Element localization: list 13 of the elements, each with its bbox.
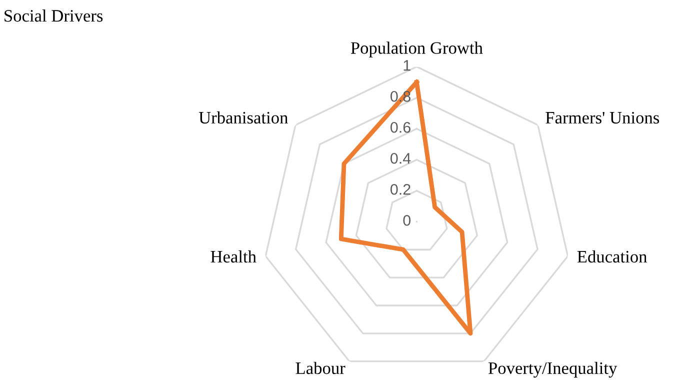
y-tick-label: 0.2 xyxy=(390,184,410,195)
spoke-label: Labour xyxy=(296,362,346,374)
spoke-label: Population Growth xyxy=(350,42,483,58)
spoke-label: Poverty/Inequality xyxy=(488,362,618,378)
y-tick-label: 0.6 xyxy=(390,122,410,133)
spoke-label: Farmers' Unions xyxy=(546,112,660,124)
y-tick-label: 1 xyxy=(404,60,410,71)
spoke-label: Education xyxy=(577,250,647,263)
y-tick-label: 0 xyxy=(403,214,411,226)
y-tick-label: 0.4 xyxy=(390,152,411,164)
text: Social Drivers xyxy=(4,10,103,22)
spoke-label: Urbanisation xyxy=(198,111,288,124)
spoke-label: Health xyxy=(210,250,256,263)
